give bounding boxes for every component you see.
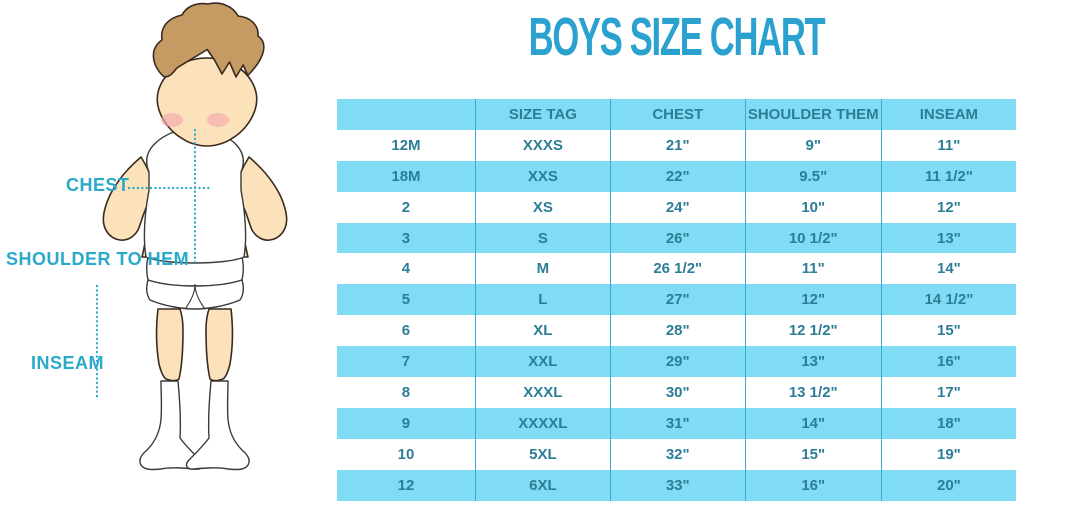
svg-text:INSEAM: INSEAM [31, 353, 104, 373]
svg-text:SHOULDER TO HEM: SHOULDER TO HEM [6, 249, 189, 269]
svg-text:CHEST: CHEST [66, 175, 130, 195]
